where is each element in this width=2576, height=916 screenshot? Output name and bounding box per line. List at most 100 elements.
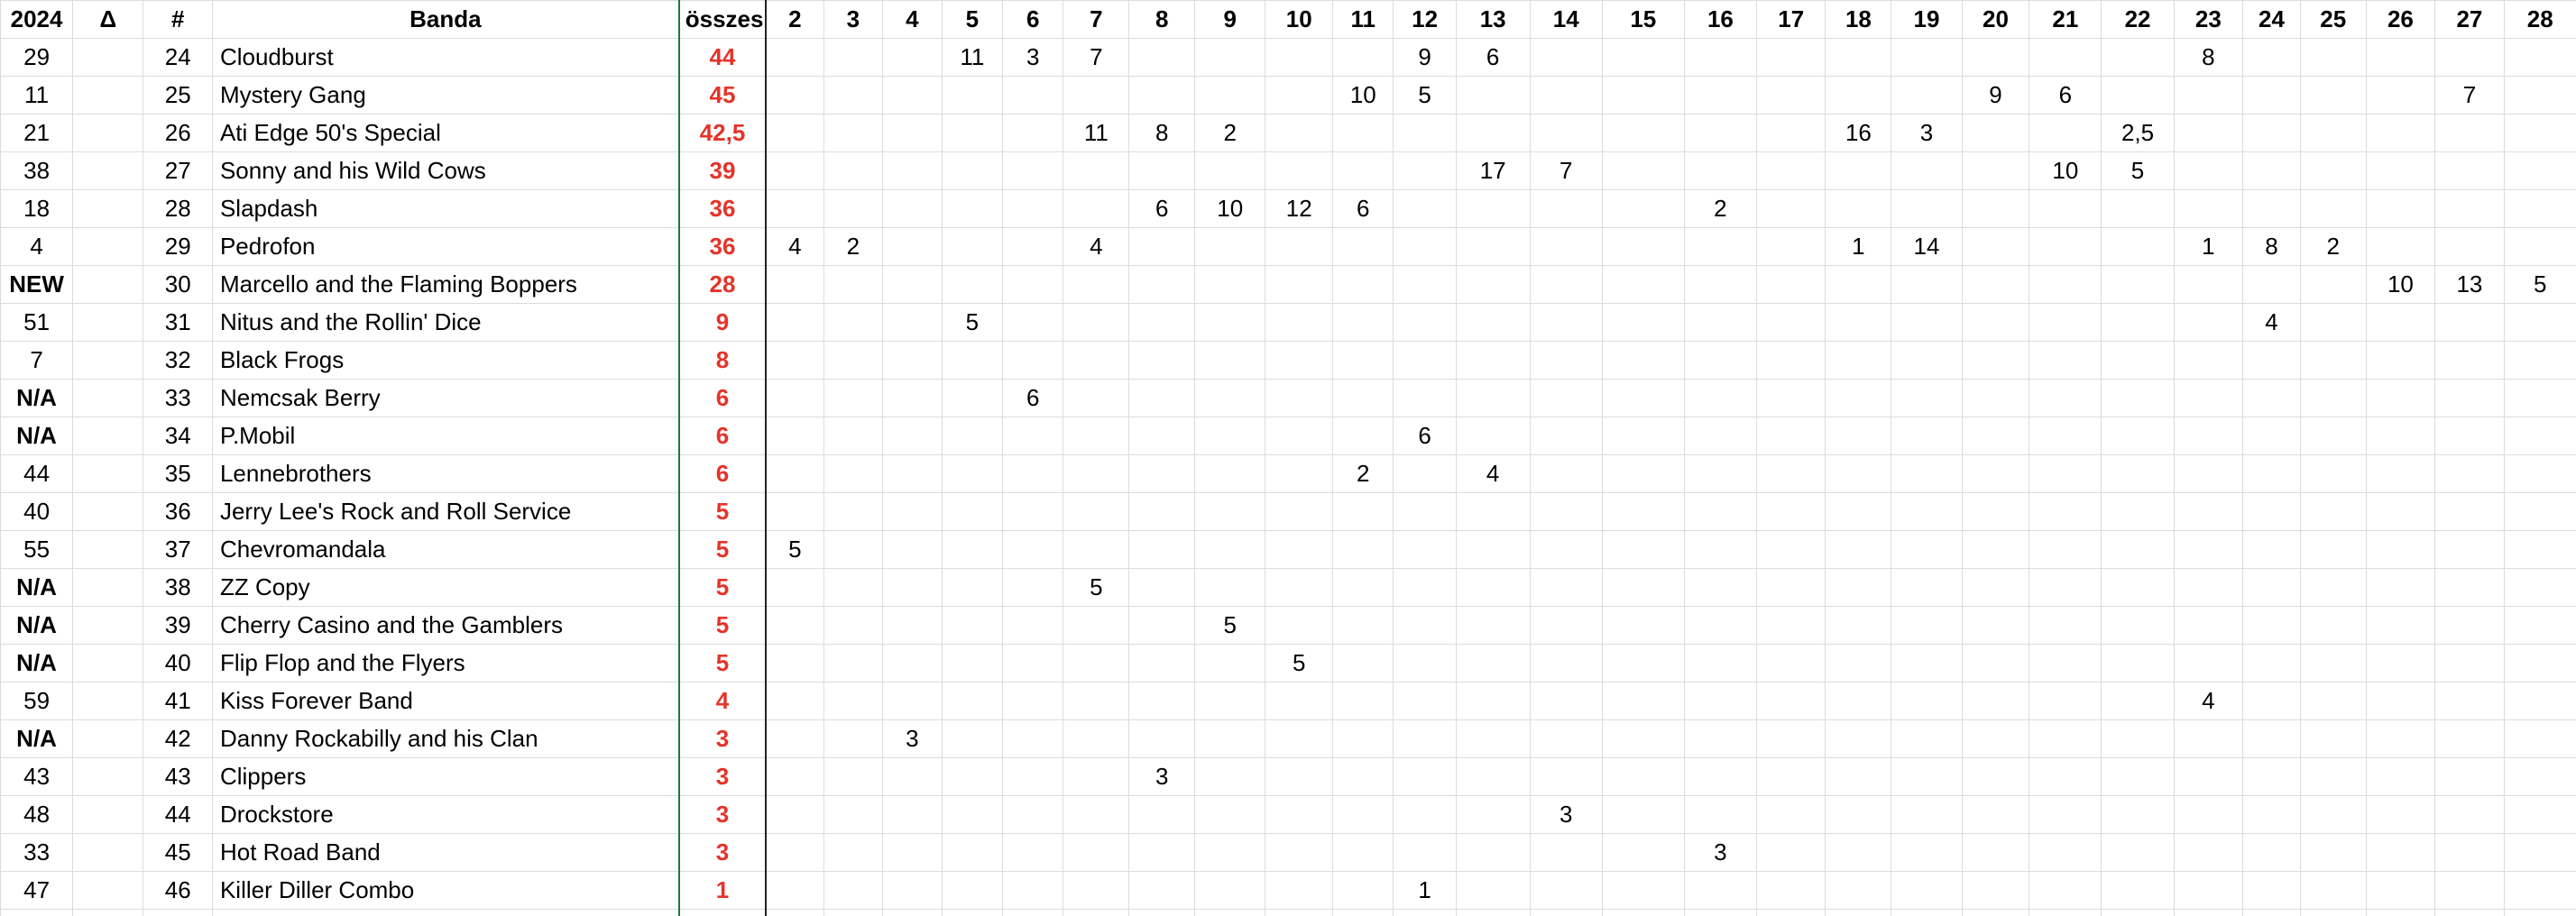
score-cell	[2173, 114, 2244, 152]
score-cell	[2029, 454, 2102, 493]
score-cell	[1128, 454, 1196, 493]
score-cell	[1755, 38, 1826, 77]
score-cell	[1332, 417, 1394, 455]
column-header: 12	[1393, 0, 1457, 39]
score-cell	[1128, 265, 1196, 304]
score-cell	[2242, 38, 2301, 77]
score-cell	[1128, 606, 1196, 645]
score-cell: 2	[823, 227, 884, 266]
score-cell	[2242, 341, 2301, 380]
score-cell: 6	[1332, 189, 1394, 228]
band-cell: Hot Road Band	[211, 833, 680, 872]
score-cell	[1455, 189, 1531, 228]
band-cell: Jerry Lee's Rock and Roll Service	[211, 492, 680, 531]
score-cell	[1063, 417, 1130, 455]
score-cell	[2299, 530, 2367, 569]
score-cell	[1128, 568, 1196, 607]
score-cell: 14	[1891, 227, 1963, 266]
delta-cell	[72, 189, 144, 228]
score-cell	[823, 795, 884, 834]
band-cell: P.Mobil	[211, 417, 680, 455]
score-cell	[2029, 719, 2102, 758]
score-cell	[823, 189, 884, 228]
score-cell	[2434, 151, 2505, 190]
band-cell: Drockstore	[211, 795, 680, 834]
score-cell	[2503, 379, 2576, 417]
score-cell	[1194, 795, 1266, 834]
score-cell	[2173, 417, 2244, 455]
score-cell	[1683, 114, 1757, 152]
score-cell	[1825, 606, 1892, 645]
score-cell	[1755, 151, 1826, 190]
score-cell	[1683, 492, 1757, 531]
score-cell	[1265, 719, 1334, 758]
score-cell	[1755, 757, 1826, 796]
rank-cell: 41	[143, 682, 213, 720]
score-cell	[1961, 189, 2030, 228]
score-cell	[1529, 871, 1603, 910]
score-cell	[1825, 76, 1892, 114]
prev-rank-cell: 18	[0, 189, 74, 228]
score-cell	[1332, 757, 1394, 796]
score-cell	[2434, 114, 2505, 152]
score-cell	[823, 454, 884, 493]
score-cell	[765, 38, 824, 77]
score-cell	[2101, 530, 2175, 569]
band-cell: Mystery Gang	[211, 76, 680, 114]
score-cell	[1825, 38, 1892, 77]
band-cell: Lennebrothers	[211, 454, 680, 493]
delta-cell	[72, 379, 144, 417]
total-cell: 5	[677, 530, 767, 569]
score-cell: 8	[2242, 227, 2301, 266]
score-cell: 8	[2173, 38, 2244, 77]
prev-rank-cell: 51	[0, 303, 74, 342]
score-cell	[2503, 76, 2576, 114]
score-cell	[2101, 568, 2175, 607]
score-cell	[1332, 114, 1394, 152]
empty-cell	[2101, 909, 2175, 916]
prev-rank-cell: 33	[0, 833, 74, 872]
score-cell	[1529, 492, 1603, 531]
score-cell	[1194, 644, 1266, 682]
score-cell	[1455, 719, 1531, 758]
score-cell	[1755, 114, 1826, 152]
score-cell	[1393, 644, 1457, 682]
score-cell	[2434, 227, 2505, 266]
score-cell	[2503, 871, 2576, 910]
score-cell	[1265, 871, 1334, 910]
score-cell	[2173, 379, 2244, 417]
score-cell	[2434, 871, 2505, 910]
score-cell	[1063, 530, 1130, 569]
data-row: 21 26 Ati Edge 50's Special 42,5 11 8 2 16 3 2,5	[0, 114, 2576, 152]
score-cell	[2242, 833, 2301, 872]
score-cell	[823, 417, 884, 455]
score-cell	[1194, 719, 1266, 758]
score-cell	[1128, 644, 1196, 682]
score-cell	[2101, 379, 2175, 417]
prev-rank-cell: 7	[0, 341, 74, 380]
score-cell: 11	[941, 38, 1004, 77]
score-cell	[2503, 568, 2576, 607]
score-cell	[823, 379, 884, 417]
score-cell	[1601, 454, 1685, 493]
prev-rank-cell: N/A	[0, 644, 74, 682]
prev-rank-cell: 4	[0, 227, 74, 266]
column-header: Banda	[211, 0, 680, 39]
score-cell	[2503, 644, 2576, 682]
score-cell	[1825, 644, 1892, 682]
score-cell	[2173, 871, 2244, 910]
prev-rank-cell: N/A	[0, 719, 74, 758]
score-cell	[1601, 606, 1685, 645]
score-cell	[1601, 417, 1685, 455]
rank-cell: 25	[143, 76, 213, 114]
score-cell	[1063, 757, 1130, 796]
empty-cell	[0, 909, 74, 916]
score-cell	[1601, 644, 1685, 682]
score-cell	[1683, 795, 1757, 834]
score-cell	[1961, 833, 2030, 872]
score-cell	[1194, 454, 1266, 493]
score-cell	[1455, 682, 1531, 720]
score-cell	[2503, 341, 2576, 380]
delta-cell	[72, 114, 144, 152]
score-cell	[2101, 492, 2175, 531]
